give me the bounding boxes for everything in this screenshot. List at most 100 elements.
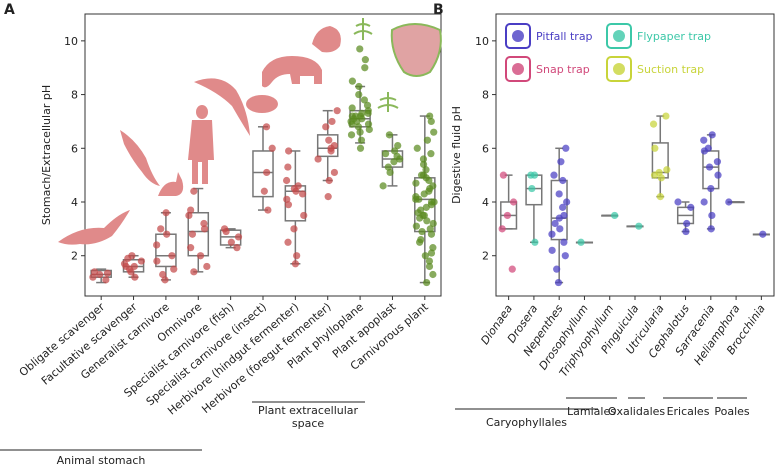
- data-point: [325, 176, 333, 185]
- data-point: [531, 238, 539, 246]
- data-point: [233, 244, 241, 252]
- eagle-silhouette: [120, 130, 160, 186]
- data-point: [300, 211, 308, 220]
- data-point: [163, 230, 171, 238]
- data-point: [285, 147, 293, 155]
- pitfall-trap-icon-glyph: [512, 30, 524, 42]
- data-point: [651, 144, 659, 152]
- data-point: [421, 252, 429, 260]
- data-point: [290, 225, 298, 233]
- data-point: [363, 101, 372, 109]
- human-body-silhouette: [188, 120, 214, 184]
- data-point: [355, 82, 363, 91]
- data-point: [355, 90, 363, 99]
- data-point: [635, 222, 643, 230]
- data-point: [550, 171, 558, 179]
- data-point: [499, 171, 508, 179]
- data-point: [190, 268, 198, 276]
- data-point: [423, 136, 432, 144]
- data-point: [498, 225, 506, 233]
- legend-item-pitfall: Pitfall trap: [505, 23, 593, 49]
- data-point: [708, 131, 716, 139]
- data-point: [412, 179, 420, 187]
- data-point: [577, 238, 585, 246]
- data-point: [153, 241, 161, 249]
- data-point: [412, 222, 420, 230]
- data-point: [687, 203, 695, 211]
- data-point: [508, 265, 516, 273]
- flypaper-trap-icon-glyph: [613, 30, 625, 42]
- data-point: [554, 278, 563, 287]
- data-point: [130, 262, 138, 271]
- panel-a-chart: Stomach/Extracellular pH 2 4 6 8 10 Obligate…: [0, 13, 442, 467]
- data-point: [263, 168, 271, 177]
- dolphin-silhouette: [194, 78, 250, 136]
- ytick-label: 2: [482, 250, 489, 263]
- data-point: [384, 163, 392, 171]
- vulture-silhouette: [58, 210, 130, 245]
- data-point: [725, 198, 733, 206]
- flypaper-trap-icon: [606, 23, 632, 49]
- data-point: [187, 244, 195, 252]
- suction-trap-icon-glyph: [613, 63, 625, 75]
- data-point: [294, 182, 302, 190]
- suction-trap-icon: [606, 56, 632, 82]
- data-point: [430, 198, 438, 206]
- data-point: [284, 163, 292, 171]
- panel-b-points: [498, 112, 767, 287]
- data-point: [262, 123, 271, 131]
- order-label: Poales: [714, 405, 750, 418]
- data-point: [759, 230, 767, 238]
- data-point: [551, 219, 559, 228]
- data-point: [429, 219, 437, 228]
- data-point: [417, 236, 425, 244]
- data-point: [170, 265, 178, 273]
- data-point: [700, 136, 708, 144]
- panel-a-silhouettes: [58, 18, 442, 245]
- data-point: [357, 136, 366, 144]
- ytick-label: 4: [71, 196, 78, 209]
- data-point: [347, 131, 356, 139]
- ytick-label: 10: [64, 35, 78, 48]
- data-point: [120, 260, 129, 268]
- data-point: [503, 211, 512, 220]
- data-point: [159, 270, 167, 279]
- panel-a-ylabel: Stomach/Extracellular pH: [40, 85, 53, 225]
- data-point: [556, 225, 564, 233]
- legend-label-flypaper: Flypaper trap: [637, 30, 711, 43]
- data-point: [425, 262, 434, 271]
- data-point: [663, 166, 671, 174]
- data-point: [426, 225, 434, 233]
- box-0: [500, 174, 518, 230]
- data-point: [394, 142, 402, 150]
- data-point: [390, 158, 398, 166]
- data-point: [268, 144, 276, 152]
- data-point: [330, 142, 338, 150]
- data-point: [90, 268, 99, 276]
- data-point: [356, 144, 365, 152]
- data-point: [391, 147, 399, 155]
- ytick-label: 6: [71, 142, 78, 155]
- legend-item-flypaper: Flypaper trap: [606, 23, 711, 49]
- data-point: [187, 206, 195, 214]
- data-point: [328, 117, 336, 126]
- ytick-label: 6: [482, 142, 489, 155]
- ytick-label: 8: [482, 89, 489, 102]
- data-point: [560, 211, 568, 220]
- data-point: [348, 104, 356, 112]
- data-point: [361, 56, 369, 64]
- data-point: [419, 160, 428, 168]
- panel-b-legend: Pitfall trap Flypaper trap Snap trap Suctio…: [505, 23, 711, 82]
- data-point: [330, 168, 339, 177]
- group-label-animal-stomach: Animal stomach: [57, 454, 146, 467]
- data-point: [683, 219, 691, 228]
- data-point: [260, 187, 268, 195]
- ytick-label: 4: [482, 196, 489, 209]
- data-point: [708, 211, 716, 220]
- order-label: Caryophyllales: [486, 416, 567, 429]
- data-point: [655, 168, 663, 177]
- data-point: [426, 112, 434, 120]
